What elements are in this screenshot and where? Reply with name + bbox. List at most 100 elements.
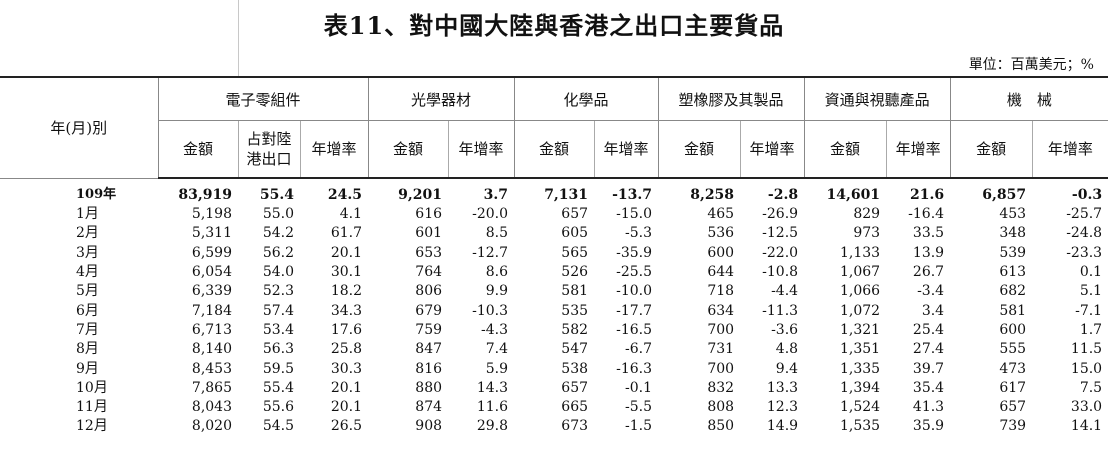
table-cell: 565 bbox=[561, 244, 589, 261]
row-label-header: 年(月)別 bbox=[0, 76, 158, 179]
table-cell: 0.1 bbox=[1079, 264, 1103, 281]
table-cell: -15.0 bbox=[616, 206, 653, 223]
sub-header-growth: 年增率 bbox=[885, 120, 951, 179]
sub-header-growth: 年增率 bbox=[739, 120, 805, 179]
table-cell: 25.4 bbox=[912, 321, 945, 338]
table-cell: 26.5 bbox=[330, 418, 363, 435]
table-cell: 538 bbox=[561, 360, 589, 377]
table-cell: 605 bbox=[561, 225, 589, 242]
table-cell: -0.1 bbox=[625, 379, 653, 396]
table-cell: 555 bbox=[999, 341, 1027, 358]
table-cell: 33.5 bbox=[912, 225, 945, 242]
row-label: 1月 bbox=[76, 206, 99, 223]
row-label: 4月 bbox=[76, 264, 99, 281]
table-cell: -24.8 bbox=[1066, 225, 1103, 242]
table-cell: 473 bbox=[999, 360, 1027, 377]
table-cell: -22.0 bbox=[762, 244, 799, 261]
table-cell: 1,072 bbox=[839, 302, 881, 319]
table-cell: 41.3 bbox=[912, 399, 945, 416]
table-cell: 5,198 bbox=[191, 206, 232, 223]
table-cell: 536 bbox=[707, 225, 735, 242]
table-cell: 6,054 bbox=[191, 264, 232, 281]
table-cell: 56.2 bbox=[262, 244, 294, 261]
table-cell: -4.3 bbox=[481, 321, 509, 338]
table-cell: 700 bbox=[707, 321, 735, 338]
row-label: 9月 bbox=[76, 360, 99, 377]
table-cell: 6,857 bbox=[982, 186, 1027, 203]
table-cell: 33.0 bbox=[1070, 399, 1103, 416]
table-cell: 832 bbox=[707, 379, 735, 396]
table-cell: 600 bbox=[707, 244, 735, 261]
table-cell: 54.0 bbox=[262, 264, 294, 281]
table-cell: 7,131 bbox=[544, 186, 589, 203]
row-label: 109年 bbox=[76, 187, 117, 203]
sub-header-amount: 金額 bbox=[513, 120, 595, 179]
table-cell: 14.9 bbox=[766, 418, 799, 435]
table-cell: -5.3 bbox=[625, 225, 653, 242]
table-cell: 52.3 bbox=[262, 283, 294, 300]
table-cell: 7.4 bbox=[485, 341, 509, 358]
table-cell: 14.1 bbox=[1070, 418, 1103, 435]
table-cell: 4.8 bbox=[775, 341, 799, 358]
table-cell: 14,601 bbox=[826, 186, 881, 203]
sub-header-growth: 年增率 bbox=[447, 120, 515, 179]
unit-label: 單位：百萬美元；% bbox=[968, 57, 1094, 73]
table-cell: 30.3 bbox=[330, 360, 363, 377]
row-label: 10月 bbox=[76, 379, 108, 396]
table-cell: 34.3 bbox=[330, 302, 363, 319]
table-cell: 908 bbox=[415, 418, 443, 435]
table-row: 7月 6,713 53.4 17.6 759 -4.3 582 -16.5 700 -3.6 1,3… bbox=[0, 321, 1108, 340]
table-cell: 759 bbox=[415, 321, 443, 338]
table-cell: 634 bbox=[707, 302, 735, 319]
table-cell: 9.4 bbox=[775, 360, 799, 377]
sub-header-amount: 金額 bbox=[657, 120, 741, 179]
table-cell: 8,453 bbox=[191, 360, 232, 377]
table-cell: 348 bbox=[999, 225, 1027, 242]
table-cell: 739 bbox=[999, 418, 1027, 435]
sub-header-share: 占對陸 港出口 bbox=[237, 120, 300, 179]
table-cell: -35.9 bbox=[616, 244, 653, 261]
table-cell: -23.3 bbox=[1066, 244, 1103, 261]
export-table: 年(月)別 電子零組件 光學器材 化學品 塑橡膠及其製品 資通與視聽產品 機 械… bbox=[0, 76, 1108, 437]
table-cell: 17.6 bbox=[330, 321, 363, 338]
table-cell: 54.5 bbox=[262, 418, 294, 435]
table-cell: -16.5 bbox=[616, 321, 653, 338]
table-cell: -6.7 bbox=[625, 341, 653, 358]
table-cell: 653 bbox=[415, 244, 443, 261]
table-cell: 847 bbox=[415, 341, 443, 358]
table-cell: 3.4 bbox=[921, 302, 945, 319]
table-cell: 13.9 bbox=[912, 244, 945, 261]
table-cell: 644 bbox=[707, 264, 735, 281]
table-cell: -12.7 bbox=[472, 244, 509, 261]
table-cell: 12.3 bbox=[766, 399, 799, 416]
table-cell: 11.6 bbox=[476, 399, 509, 416]
table-cell: -20.0 bbox=[472, 206, 509, 223]
table-cell: 581 bbox=[561, 283, 589, 300]
table-cell: 14.3 bbox=[476, 379, 509, 396]
row-label: 8月 bbox=[76, 341, 99, 358]
table-cell: 657 bbox=[561, 206, 589, 223]
table-cell: 3.7 bbox=[483, 186, 509, 203]
table-cell: 55.4 bbox=[262, 379, 294, 396]
table-row: 109年 83,919 55.4 24.5 9,201 3.7 7,131 -13.7 8,25… bbox=[0, 178, 1108, 205]
table-cell: -5.5 bbox=[625, 399, 653, 416]
table-cell: 20.1 bbox=[330, 244, 363, 261]
table-cell: 7,865 bbox=[191, 379, 232, 396]
table-cell: 56.3 bbox=[262, 341, 294, 358]
table-cell: 829 bbox=[853, 206, 881, 223]
table-cell: -0.3 bbox=[1071, 186, 1103, 203]
page-title: 表11、對中國大陸與香港之出口主要貨品 bbox=[323, 11, 785, 40]
table-cell: 9,201 bbox=[398, 186, 443, 203]
table-cell: 5.9 bbox=[485, 360, 509, 377]
table-cell: 880 bbox=[415, 379, 443, 396]
table-cell: 657 bbox=[999, 399, 1027, 416]
table-cell: 700 bbox=[707, 360, 735, 377]
table-cell: 55.4 bbox=[259, 186, 294, 203]
table-cell: 613 bbox=[999, 264, 1027, 281]
table-cell: 1,394 bbox=[839, 379, 881, 396]
table-cell: 8,020 bbox=[191, 418, 232, 435]
group-header-ict: 資通與視聽產品 bbox=[803, 76, 951, 121]
table-row: 1月 5,198 55.0 4.1 616 -20.0 657 -15.0 465 -26.9 82… bbox=[0, 205, 1108, 224]
table-cell: -25.7 bbox=[1066, 206, 1103, 223]
table-cell: -3.6 bbox=[771, 321, 799, 338]
